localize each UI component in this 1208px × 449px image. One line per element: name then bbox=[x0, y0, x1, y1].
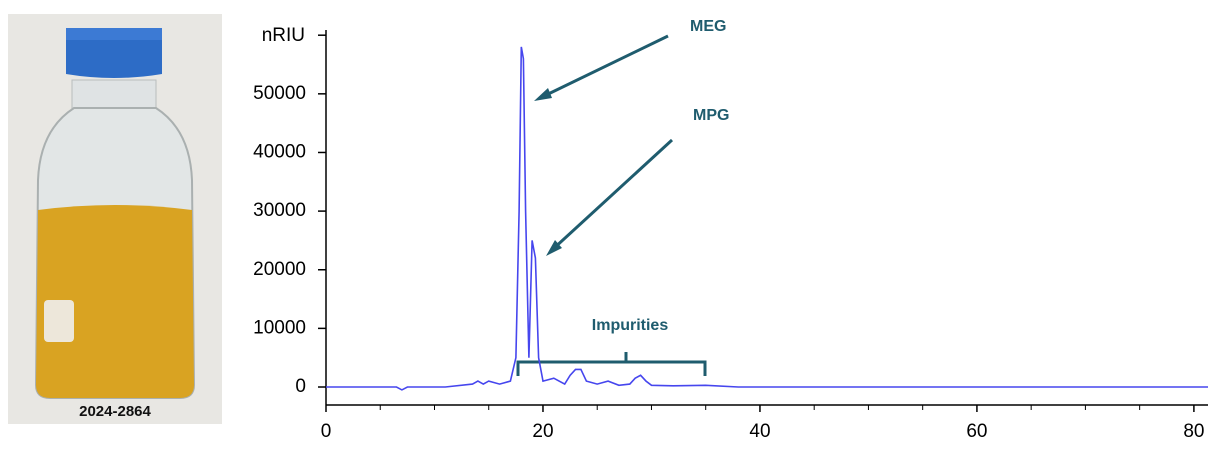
signal-line bbox=[326, 46, 1208, 391]
arrowhead bbox=[534, 88, 552, 101]
x-tick-label: 80 bbox=[1183, 421, 1204, 442]
bracket bbox=[516, 352, 707, 376]
y-tick-label: 0 bbox=[295, 376, 306, 397]
y-tick-label: 30000 bbox=[253, 200, 306, 221]
annotation: Impurities bbox=[592, 317, 669, 334]
annotation: MEG bbox=[690, 18, 726, 35]
bottle-photo: 2024-2864 bbox=[8, 14, 222, 424]
annotation: MPG bbox=[693, 107, 729, 124]
arrow bbox=[550, 138, 674, 252]
photo-label: 2024-2864 bbox=[79, 403, 151, 420]
y-tick-label: 20000 bbox=[253, 259, 306, 280]
x-tick-label: 40 bbox=[749, 421, 770, 442]
x-tick-label: 60 bbox=[966, 421, 987, 442]
y-tick-label: 40000 bbox=[253, 141, 306, 162]
x-tick-label: 20 bbox=[532, 421, 553, 442]
arrowhead bbox=[546, 240, 562, 256]
x-tick-label: 0 bbox=[321, 421, 332, 442]
chart: nRIU MEG MPG Impurities 0 10000 20000 30000… bbox=[253, 18, 1208, 442]
y-axis-label: nRIU bbox=[262, 25, 305, 46]
y-tick-label: 50000 bbox=[253, 83, 306, 104]
y-tick-label: 10000 bbox=[253, 317, 306, 338]
arrow bbox=[539, 34, 669, 100]
